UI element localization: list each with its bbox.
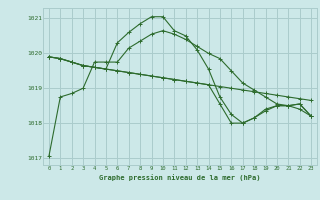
X-axis label: Graphe pression niveau de la mer (hPa): Graphe pression niveau de la mer (hPa) <box>99 174 261 181</box>
